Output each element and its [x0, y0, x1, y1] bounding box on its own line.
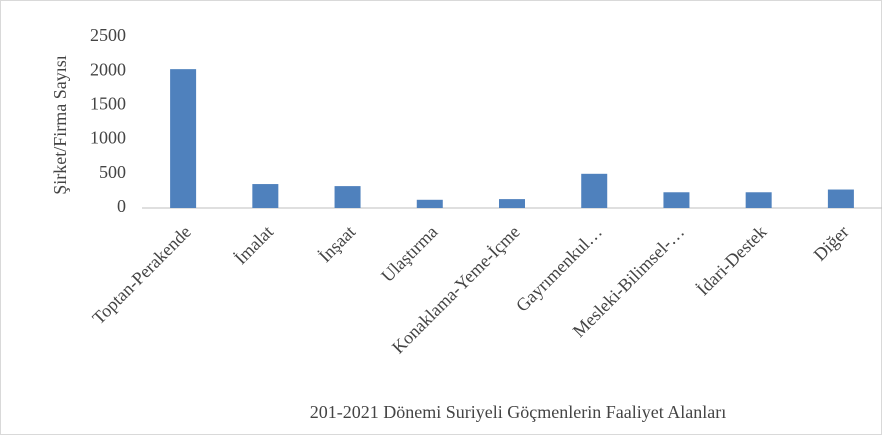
bar — [581, 173, 608, 208]
bar — [252, 184, 279, 208]
chart-title: 201-2021 Dönemi Suriyeli Göçmenlerin Faa… — [310, 402, 726, 422]
y-tick-label: 0 — [117, 196, 126, 216]
bar — [170, 69, 197, 208]
bar — [499, 199, 525, 208]
y-tick-label: 500 — [99, 162, 126, 182]
bar — [416, 199, 443, 208]
y-tick-label: 1000 — [90, 128, 126, 148]
bar — [745, 192, 772, 208]
y-tick-label: 2000 — [90, 59, 126, 79]
bar — [334, 186, 361, 208]
y-tick-label: 1500 — [90, 94, 126, 114]
y-axis-label: Şirket/Firma Sayısı — [50, 55, 70, 195]
bar — [663, 192, 690, 208]
bar — [827, 189, 854, 208]
y-tick-label: 2500 — [90, 25, 126, 45]
